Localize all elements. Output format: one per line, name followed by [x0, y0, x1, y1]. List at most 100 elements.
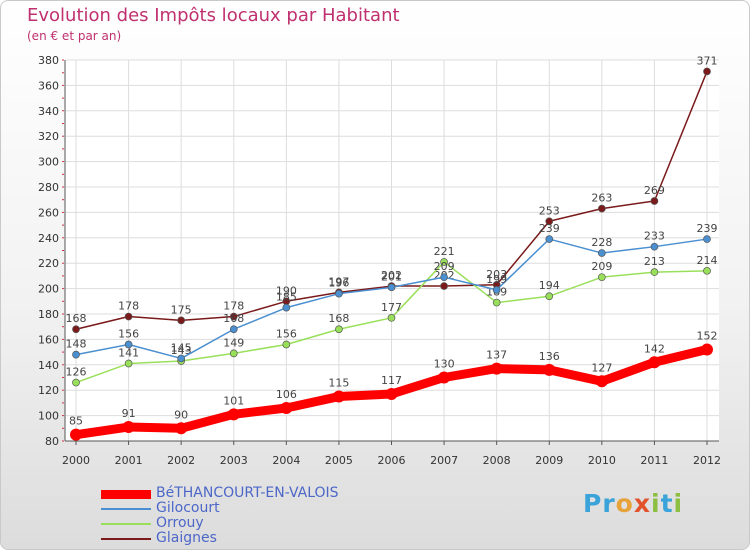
data-point [70, 428, 82, 441]
data-label: 91 [122, 407, 136, 420]
legend-item-bethancourt: BéTHANCOURT-EN-VALOIS [101, 485, 401, 502]
data-label: 115 [328, 377, 349, 390]
data-point [595, 375, 608, 388]
proxiti-logo: Proxiti [583, 489, 683, 518]
y-tick-label: 180 [38, 308, 59, 321]
data-label: 127 [591, 361, 612, 374]
data-label: 137 [486, 349, 507, 362]
data-label: 190 [276, 284, 297, 297]
chart-title: Evolution des Impôts locaux par Habitant [27, 5, 400, 26]
data-label: 136 [539, 350, 560, 363]
data-point [124, 359, 133, 368]
data-label: 101 [223, 394, 244, 407]
x-tick-label: 2007 [430, 454, 458, 467]
data-point [703, 266, 711, 275]
data-label: 106 [276, 388, 297, 401]
data-label: 148 [66, 338, 87, 351]
data-point [490, 362, 503, 375]
chart-subtitle: (en € et par an) [27, 29, 122, 43]
data-point [229, 349, 238, 358]
data-label: 228 [591, 236, 612, 249]
x-tick-label: 2005 [325, 454, 353, 467]
data-label: 209 [591, 260, 612, 273]
y-tick-label: 200 [38, 283, 59, 296]
data-point [492, 298, 501, 307]
data-label: 201 [381, 270, 402, 283]
data-point [650, 197, 659, 205]
data-point [597, 249, 606, 257]
data-label: 175 [171, 303, 192, 316]
y-tick-label: 380 [38, 54, 59, 67]
y-tick-label: 120 [38, 384, 59, 397]
data-point [597, 273, 606, 282]
legend-item-glaignes: Glaignes [101, 530, 401, 547]
data-point [175, 422, 188, 435]
data-label: 178 [223, 300, 244, 313]
data-label: 126 [66, 366, 87, 379]
data-label: 178 [118, 300, 139, 313]
data-point [438, 371, 451, 384]
data-point [229, 312, 238, 321]
legend-label-bethancourt: BéTHANCOURT-EN-VALOIS [156, 485, 339, 501]
data-point [282, 340, 291, 349]
data-label: 85 [69, 415, 83, 428]
y-tick-label: 360 [38, 79, 59, 92]
y-tick-label: 320 [38, 130, 59, 143]
data-point [650, 242, 659, 251]
data-label: 152 [697, 330, 718, 343]
x-tick-label: 2004 [272, 454, 300, 467]
data-label: 269 [644, 184, 665, 197]
data-label: 168 [66, 312, 87, 325]
data-point [650, 268, 659, 276]
y-tick-label: 100 [38, 410, 59, 423]
data-point [122, 421, 135, 434]
y-tick-label: 220 [38, 257, 59, 270]
data-label: 214 [697, 254, 718, 267]
x-tick-label: 2009 [535, 454, 563, 467]
data-label: 253 [539, 204, 560, 217]
data-label: 156 [276, 327, 297, 340]
data-label: 143 [171, 344, 192, 357]
y-tick-label: 240 [38, 232, 59, 245]
y-tick-label: 140 [38, 359, 59, 372]
data-label: 130 [434, 358, 455, 371]
data-label: 213 [644, 255, 665, 268]
data-point [648, 356, 661, 369]
data-point [701, 343, 713, 356]
logo-letter: r [602, 489, 616, 518]
data-point [335, 325, 343, 334]
data-point [387, 283, 396, 292]
x-tick-label: 2012 [693, 454, 721, 467]
legend-swatch-orrouy [101, 523, 151, 525]
legend-label-gilocourt: Gilocourt [156, 500, 220, 516]
y-tick-label: 80 [45, 435, 59, 448]
logo-letter: i [673, 489, 684, 518]
data-point [177, 316, 186, 325]
x-tick-label: 2003 [220, 454, 248, 467]
data-label: 239 [697, 222, 718, 235]
x-tick-label: 2011 [640, 454, 668, 467]
data-point [545, 292, 554, 301]
data-point [543, 363, 556, 376]
logo-letter: P [583, 489, 603, 518]
data-label: 156 [118, 327, 139, 340]
legend-swatch-bethancourt [101, 490, 151, 499]
data-point [545, 217, 554, 226]
data-label: 197 [328, 275, 349, 288]
data-point [703, 235, 711, 243]
data-point [332, 390, 345, 403]
data-point [385, 388, 398, 401]
data-label: 233 [644, 230, 665, 243]
data-point [597, 204, 606, 213]
y-tick-label: 280 [38, 181, 59, 194]
y-tick-label: 340 [38, 105, 59, 118]
x-tick-label: 2008 [483, 454, 511, 467]
data-label: 145 [171, 341, 192, 354]
y-tick-label: 300 [38, 156, 59, 169]
data-point [440, 273, 448, 282]
legend-swatch-glaignes [101, 538, 151, 540]
data-label: 185 [276, 291, 297, 304]
x-tick-label: 2000 [62, 454, 90, 467]
x-tick-label: 2010 [588, 454, 616, 467]
